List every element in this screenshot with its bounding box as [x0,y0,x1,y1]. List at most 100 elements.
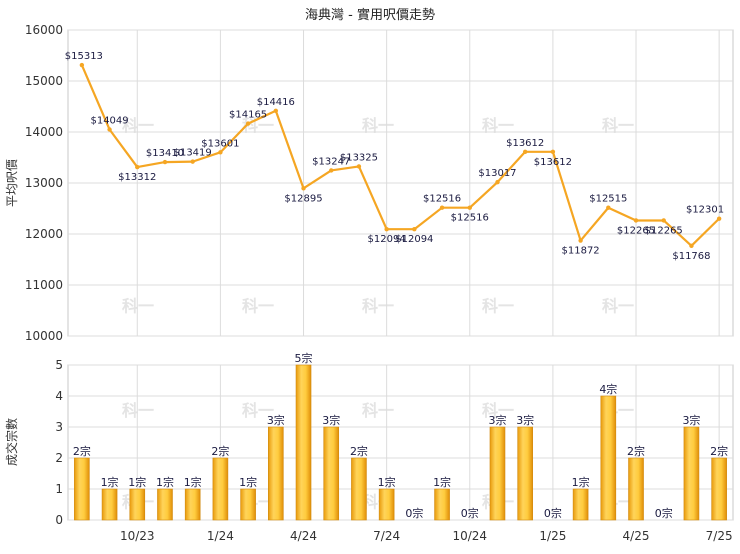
transaction-bar-panel: 科一科一科一科一科一科一科一科一科一科一012345成交宗數2宗1宗1宗1宗1宗… [4,351,734,543]
price-data-label: $13017 [478,168,516,179]
price-point [716,216,722,221]
transaction-count-label: 1宗 [128,475,146,489]
transaction-count-label: 2宗 [350,444,368,458]
transaction-bar [434,488,450,521]
watermark: 科一 [362,297,394,316]
price-point [661,218,666,223]
transaction-count-label: 0宗 [405,506,423,520]
x-tick-label: 7/24 [373,529,400,543]
watermark: 科一 [482,401,514,420]
transaction-count-label: 1宗 [572,475,590,489]
y-axis-label: 平均呎價 [5,159,19,207]
price-data-label: $14049 [90,116,128,127]
price-data-label: $12516 [423,194,461,205]
x-tick-label: 1/25 [539,529,566,543]
price-data-label: $12094 [395,234,433,245]
y-tick-label: 4 [55,389,63,403]
price-point [439,205,445,210]
x-tick-label: 7/25 [706,529,733,543]
transaction-count-label: 0宗 [544,506,562,520]
y-tick-label: 3 [55,420,63,434]
transaction-count-label: 2宗 [627,444,645,458]
transaction-count-label: 3宗 [267,413,285,427]
price-point [550,149,556,154]
transaction-count-label: 3宗 [516,413,534,427]
price-point [273,108,279,113]
price-point [79,62,85,68]
price-data-label: $12515 [589,194,627,205]
transaction-bar [323,426,340,521]
price-point [689,243,694,249]
transaction-bar [74,457,90,521]
transaction-bar [295,364,312,521]
price-series-line [80,64,720,247]
transaction-bar [101,488,118,521]
price-data-label: $12094 [368,234,406,245]
transaction-count-label: 3宗 [682,413,700,427]
price-point [522,149,528,154]
x-tick-label: 4/24 [290,529,317,543]
transaction-count-label: 1宗 [433,475,451,489]
price-point [578,238,583,243]
price-point [495,179,500,185]
x-tick-label: 4/25 [623,529,650,543]
price-data-label: $13601 [201,138,239,149]
y-tick-label: 5 [55,358,63,372]
x-tick-label: 10/24 [452,529,487,543]
y-tick-label: 1 [55,482,63,496]
price-point [190,159,195,164]
transaction-count-label: 1宗 [184,475,202,489]
y-tick-label: 16000 [25,23,63,37]
transaction-bar [572,488,589,521]
transaction-bar [378,488,395,521]
price-data-label: $12516 [451,213,489,224]
watermark: 科一 [242,401,274,420]
watermark: 科一 [242,297,274,316]
price-point [162,159,168,165]
transaction-count-label: 2宗 [73,444,91,458]
transaction-count-label: 4宗 [599,382,617,396]
plot-area [67,364,734,521]
price-point [356,164,362,169]
price-data-label: $14165 [229,110,267,121]
transaction-bar [268,426,284,521]
transaction-bar [212,457,229,521]
transaction-bar [628,457,644,521]
price-point [301,186,306,191]
transaction-bar [157,488,173,521]
price-point [606,205,611,210]
y-tick-label: 11000 [25,278,63,292]
y-tick-label: 2 [55,451,63,465]
transaction-bar [517,426,533,521]
transaction-count-label: 1宗 [378,475,396,489]
price-data-label: $12301 [686,205,724,216]
transaction-bar [129,488,146,521]
price-point [245,121,251,126]
transaction-count-label: 1宗 [156,475,174,489]
watermark: 科一 [602,297,634,316]
watermark: 科一 [122,401,154,420]
transaction-count-label: 1宗 [239,475,257,489]
price-point [135,164,140,170]
price-data-label: $12265 [645,225,683,236]
price-data-label: $12895 [284,193,322,204]
price-data-label: $13312 [118,172,156,183]
transaction-bar [351,457,367,521]
watermark: 科一 [482,116,514,135]
chart-title: 海典灣 - 實用呎價走勢 [305,7,435,23]
x-tick-label: 10/23 [120,529,155,543]
y-tick-label: 0 [55,513,63,527]
transaction-bar [184,488,201,521]
price-data-label: $14416 [257,97,295,108]
price-point [384,227,389,232]
y-tick-label: 12000 [25,227,63,241]
y-tick-label: 15000 [25,74,63,88]
watermark: 科一 [362,116,394,135]
price-data-label: $13325 [340,152,378,163]
transaction-count-label: 3宗 [488,413,506,427]
price-data-label: $13612 [506,138,544,149]
price-data-label: $13247 [312,156,350,167]
watermark: 科一 [362,401,394,420]
price-point [467,205,472,210]
